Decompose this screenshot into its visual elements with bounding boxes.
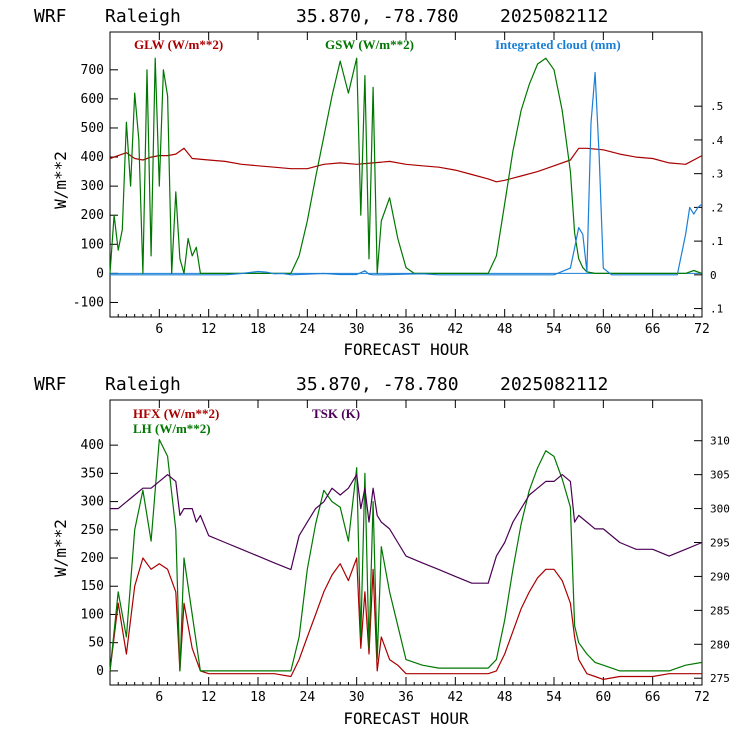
y-tick-label: 600 <box>81 92 104 107</box>
y2-tick-label: .5 <box>710 100 723 113</box>
panel-2-ylabel: W/m**2 <box>51 519 70 577</box>
x-tick-label: 60 <box>596 322 612 337</box>
x-tick-label: 12 <box>201 322 217 337</box>
series-line-tsk <box>110 474 703 584</box>
y2-tick-label: .1 <box>710 235 723 248</box>
x-tick-label: 18 <box>250 322 266 337</box>
legend-tsk: TSK (K) <box>312 406 360 421</box>
y-tick-label: 200 <box>81 551 104 566</box>
y2-tick-label: .2 <box>710 201 723 214</box>
panel-2-series <box>109 438 703 681</box>
x-tick-label: 66 <box>645 322 661 337</box>
x-tick-label: 72 <box>694 322 710 337</box>
panel-2-frame <box>109 399 703 686</box>
x-tick-label: 66 <box>645 690 661 705</box>
x-tick-label: 54 <box>546 322 562 337</box>
header-city: Raleigh <box>105 374 181 395</box>
y2-tick-label: 310 <box>710 435 730 448</box>
panel-2-axes: 6 12 18 24 30 36 42 48 54 60 66 72 0 50 100 150 200 250 30… <box>81 400 730 705</box>
x-tick-label: 54 <box>546 690 562 705</box>
x-tick-label: 72 <box>694 690 710 705</box>
y-tick-label: 100 <box>81 237 104 252</box>
y2-tick-label: 275 <box>710 672 730 685</box>
y2-tick-label: 0 <box>710 269 717 282</box>
header-model: WRF <box>34 6 67 27</box>
y-tick-label: -100 <box>73 295 104 310</box>
y2-tick-label: 290 <box>710 570 730 583</box>
y-tick-label: 0 <box>96 664 104 679</box>
y-tick-label: 700 <box>81 63 104 78</box>
y-tick-label: 500 <box>81 121 104 136</box>
header-coords: 35.870, -78.780 <box>296 374 459 395</box>
y-tick-label: 250 <box>81 523 104 538</box>
y2-tick-label: .3 <box>710 168 723 181</box>
y2-tick-label: 300 <box>710 503 730 516</box>
y2-tick-label: 295 <box>710 537 730 550</box>
x-tick-label: 30 <box>349 322 365 337</box>
x-tick-label: 6 <box>155 322 163 337</box>
y-tick-label: 150 <box>81 579 104 594</box>
y2-tick-label: 280 <box>710 638 730 651</box>
x-tick-label: 36 <box>398 322 414 337</box>
header-city: Raleigh <box>105 6 181 27</box>
panel-2-xlabel: FORECAST HOUR <box>343 709 469 728</box>
legend-gsw: GSW (W/m**2) <box>325 37 414 52</box>
x-tick-label: 36 <box>398 690 414 705</box>
legend-hfx: HFX (W/m**2) <box>133 406 219 421</box>
x-tick-label: 42 <box>448 690 464 705</box>
y-tick-label: 350 <box>81 466 104 481</box>
y-tick-label: 0 <box>96 266 104 281</box>
panel-2-header: WRF Raleigh 35.870, -78.780 2025082112 <box>34 374 608 395</box>
y-tick-label: 50 <box>88 636 104 651</box>
x-tick-label: 48 <box>497 690 513 705</box>
x-tick-label: 24 <box>300 690 316 705</box>
x-tick-label: 42 <box>448 322 464 337</box>
panel-1-xlabel: FORECAST HOUR <box>343 340 469 359</box>
series-line-hfx <box>109 557 702 681</box>
x-tick-label: 18 <box>250 690 266 705</box>
panel-1-series <box>109 57 703 276</box>
y-tick-label: 300 <box>81 495 104 510</box>
x-tick-label: 60 <box>596 690 612 705</box>
panel-1: WRF Raleigh 35.870, -78.780 2025082112 W… <box>34 6 724 359</box>
series-line-gsw <box>109 57 703 274</box>
y2-tick-label: 285 <box>710 604 730 617</box>
series-line-lh <box>109 438 703 672</box>
x-tick-label: 30 <box>349 690 365 705</box>
series-line-glw <box>109 147 703 183</box>
legend-glw: GLW (W/m**2) <box>134 37 223 52</box>
x-tick-label: 6 <box>155 690 163 705</box>
y2-tick-label: 305 <box>710 469 730 482</box>
panel-2: WRF Raleigh 35.870, -78.780 2025082112 W… <box>34 374 730 728</box>
panel-1-ylabel: W/m**2 <box>51 151 70 209</box>
legend-cloud: Integrated cloud (mm) <box>495 37 621 52</box>
header-run: 2025082112 <box>500 6 608 27</box>
y-tick-label: 200 <box>81 208 104 223</box>
series-line-integrated <box>110 71 703 276</box>
x-tick-label: 12 <box>201 690 217 705</box>
panel-1-header: WRF Raleigh 35.870, -78.780 2025082112 <box>34 6 608 27</box>
x-tick-label: 48 <box>497 322 513 337</box>
y-tick-label: 300 <box>81 179 104 194</box>
legend-lh: LH (W/m**2) <box>133 421 211 436</box>
panel-1-legend: GLW (W/m**2) GSW (W/m**2) Integrated clo… <box>134 37 621 52</box>
y-tick-label: 400 <box>81 438 104 453</box>
header-model: WRF <box>34 374 67 395</box>
x-tick-label: 24 <box>300 322 316 337</box>
header-run: 2025082112 <box>500 374 608 395</box>
panel-2-legend: HFX (W/m**2) LH (W/m**2) TSK (K) <box>133 406 360 436</box>
y2-tick-label: .4 <box>710 134 724 147</box>
y-tick-label: 100 <box>81 607 104 622</box>
y2-tick-label: .1 <box>710 303 723 316</box>
y-tick-label: 400 <box>81 150 104 165</box>
header-coords: 35.870, -78.780 <box>296 6 459 27</box>
panel-1-axes: 6 12 18 24 30 36 42 48 54 60 66 72 -100 0 100 200 300 400… <box>73 32 724 337</box>
